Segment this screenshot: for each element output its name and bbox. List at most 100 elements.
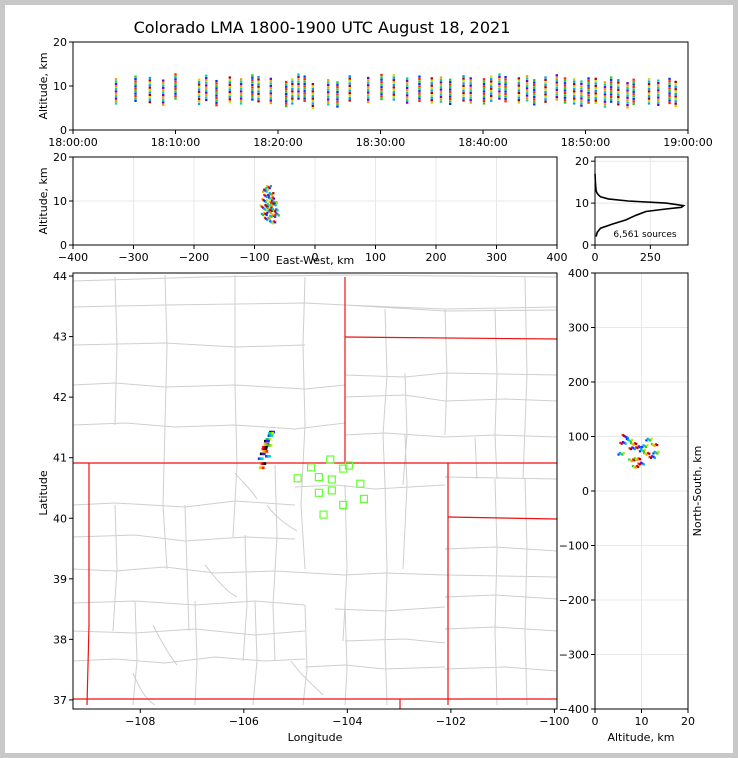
- source-mark: [626, 96, 629, 99]
- source-mark: [644, 448, 647, 451]
- source-mark: [449, 78, 452, 81]
- source-mark: [392, 88, 396, 91]
- source-mark: [668, 92, 671, 95]
- source-mark: [311, 83, 315, 86]
- source-mark: [259, 204, 262, 207]
- source-mark: [162, 103, 165, 106]
- source-mark: [418, 85, 421, 88]
- source-mark: [517, 89, 521, 92]
- source-mark: [285, 95, 288, 98]
- source-mark: [462, 79, 465, 83]
- source-mark: [657, 96, 660, 99]
- source-mark: [469, 84, 472, 87]
- source-mark: [239, 90, 243, 93]
- source-mark: [266, 444, 270, 447]
- source-mark: [634, 466, 637, 469]
- source-mark: [609, 78, 613, 82]
- source-mark: [205, 74, 208, 77]
- source-mark: [260, 212, 263, 216]
- source-mark: [405, 91, 409, 95]
- ns-height-sources: [617, 433, 660, 469]
- ns-height-grid: [594, 272, 689, 710]
- source-mark: [285, 85, 288, 88]
- source-mark: [490, 94, 493, 98]
- source-mark: [264, 212, 267, 216]
- source-mark: [587, 94, 590, 97]
- source-mark: [327, 103, 330, 106]
- source-mark: [609, 83, 613, 86]
- source-mark: [327, 86, 330, 89]
- source-mark: [228, 100, 232, 103]
- source-mark: [380, 73, 383, 76]
- source-mark: [405, 77, 409, 80]
- plan-view-y-ticks: 37 38 39 40 41 42 43 44: [53, 270, 73, 707]
- source-mark: [251, 98, 254, 101]
- station-square-icon: [339, 500, 348, 510]
- source-mark: [174, 87, 177, 91]
- source-mark: [148, 88, 152, 92]
- x-tick-label: 18:30:00: [356, 136, 405, 149]
- source-mark: [265, 442, 268, 446]
- source-mark: [266, 207, 270, 210]
- y-tick-label: 0: [60, 124, 67, 137]
- source-mark: [621, 433, 624, 437]
- source-mark: [134, 99, 137, 102]
- station-square-icon: [314, 488, 323, 497]
- source-mark: [392, 79, 396, 82]
- source-mark: [269, 89, 273, 93]
- source-mark: [311, 99, 315, 103]
- source-mark: [327, 88, 330, 91]
- source-mark: [439, 83, 443, 86]
- source-mark: [563, 101, 567, 104]
- source-mark: [405, 86, 409, 90]
- source-mark: [257, 95, 260, 98]
- source-mark: [624, 442, 627, 445]
- source-mark: [633, 457, 636, 460]
- source-mark: [525, 96, 529, 100]
- source-mark: [174, 92, 177, 95]
- source-mark: [348, 96, 351, 100]
- source-mark: [367, 98, 370, 101]
- source-mark: [418, 97, 421, 100]
- source-mark: [264, 189, 267, 192]
- source-mark: [336, 95, 339, 98]
- x-tick-label: −100: [539, 715, 569, 728]
- ew-height-grid: [72, 156, 558, 246]
- source-mark: [469, 89, 472, 92]
- source-mark: [265, 454, 268, 458]
- source-mark: [291, 90, 294, 93]
- source-mark: [469, 91, 472, 95]
- source-mark: [482, 87, 486, 91]
- source-mark: [174, 75, 177, 78]
- source-mark: [205, 91, 208, 94]
- source-mark: [263, 211, 266, 215]
- source-mark: [174, 85, 177, 88]
- source-mark: [205, 89, 208, 92]
- source-mark: [380, 81, 383, 84]
- x-tick-label: 0: [312, 251, 319, 264]
- source-mark: [291, 85, 294, 88]
- source-mark: [274, 214, 277, 217]
- source-mark: [594, 77, 597, 80]
- source-mark: [482, 97, 486, 100]
- x-tick-label: 18:40:00: [458, 136, 507, 149]
- source-mark: [134, 90, 137, 93]
- source-mark: [490, 80, 493, 83]
- source-mark: [622, 451, 625, 455]
- source-mark: [504, 83, 507, 86]
- source-mark: [275, 208, 278, 211]
- source-mark: [272, 213, 276, 216]
- source-mark: [228, 90, 232, 94]
- source-mark: [327, 81, 330, 84]
- source-mark: [264, 450, 267, 453]
- source-mark: [239, 83, 243, 86]
- source-mark: [263, 188, 266, 191]
- source-mark: [587, 91, 590, 95]
- source-mark: [272, 197, 276, 200]
- source-mark: [555, 91, 558, 94]
- source-mark: [633, 459, 636, 462]
- source-mark: [594, 89, 597, 93]
- chart-title: Colorado LMA 1800-1900 UTC August 18, 20…: [134, 18, 511, 37]
- source-mark: [148, 79, 152, 82]
- source-mark: [258, 466, 262, 470]
